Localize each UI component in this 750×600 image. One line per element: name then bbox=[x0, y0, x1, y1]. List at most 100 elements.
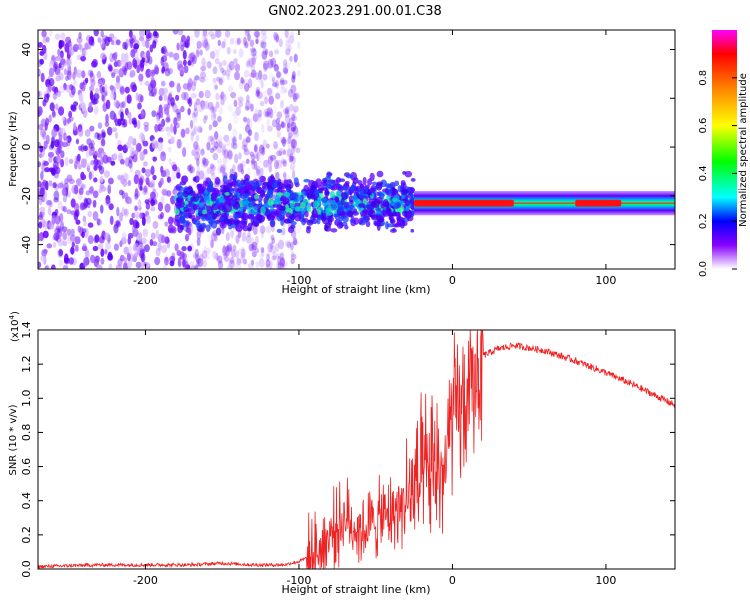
scatter-dot bbox=[97, 147, 104, 154]
scatter-dot bbox=[290, 144, 296, 155]
scatter-dot bbox=[38, 180, 42, 188]
scatter-dot bbox=[283, 263, 288, 269]
band-blob bbox=[307, 207, 312, 213]
scatter-dot bbox=[89, 125, 95, 132]
scatter-dot bbox=[267, 125, 273, 132]
scatter-dot bbox=[114, 131, 119, 140]
scatter-dot bbox=[61, 226, 68, 233]
scatter-dot bbox=[68, 47, 74, 56]
scatter-dot bbox=[81, 174, 87, 181]
scatter-dot bbox=[203, 61, 210, 68]
band-blob bbox=[269, 210, 276, 220]
scatter-dot bbox=[73, 122, 77, 131]
scatter-dot bbox=[117, 258, 123, 267]
scatter-dot bbox=[59, 212, 64, 222]
scatter-dot bbox=[245, 234, 252, 244]
scatter-dot bbox=[41, 44, 47, 54]
scatter-dot bbox=[249, 151, 255, 157]
scatter-dot bbox=[209, 163, 215, 170]
scatter-dot bbox=[191, 51, 195, 58]
scatter-dot bbox=[265, 48, 269, 55]
scatter-dot bbox=[238, 80, 245, 90]
colorbar-ticks: 0.0 0.2 0.4 0.6 0.8 bbox=[698, 70, 737, 277]
scatter-dot bbox=[66, 58, 71, 67]
band-blob bbox=[392, 223, 399, 228]
scatter-dot bbox=[237, 248, 244, 255]
scatter-dot bbox=[80, 56, 87, 62]
scatter-dot bbox=[155, 248, 161, 257]
scatter-dot bbox=[226, 64, 232, 73]
band-blob bbox=[243, 220, 248, 228]
scatter-dot bbox=[93, 177, 98, 183]
scatter-dot bbox=[59, 58, 66, 65]
scatter-dot bbox=[47, 206, 52, 216]
band-blob bbox=[219, 221, 227, 229]
scatter-dot bbox=[250, 236, 255, 247]
scatter-dot bbox=[247, 58, 251, 66]
scatter-dot bbox=[101, 93, 106, 103]
scatter-dot bbox=[39, 58, 45, 65]
scatter-dot bbox=[220, 143, 226, 149]
scatter-dot bbox=[280, 157, 285, 165]
scatter-dot bbox=[267, 107, 273, 115]
band-blob bbox=[205, 224, 211, 233]
scatter-dot bbox=[76, 54, 82, 61]
scatter-dot bbox=[170, 97, 175, 106]
scatter-dot bbox=[188, 261, 195, 269]
scatter-dot bbox=[275, 117, 281, 125]
scatter-dot bbox=[45, 180, 49, 191]
scatter-dot bbox=[143, 185, 148, 193]
spectrogram-band bbox=[173, 170, 417, 236]
scatter-dot bbox=[210, 169, 215, 176]
scatter-dot bbox=[53, 61, 58, 69]
scatter-dot bbox=[77, 225, 81, 233]
band-blob bbox=[363, 209, 368, 214]
scatter-dot bbox=[119, 158, 125, 165]
scatter-dot bbox=[120, 175, 125, 185]
scatter-dot bbox=[253, 30, 260, 38]
scatter-dot bbox=[144, 199, 150, 205]
spectrogram-frame bbox=[37, 29, 676, 270]
scatter-dot bbox=[216, 144, 223, 154]
scatter-dot bbox=[101, 94, 105, 102]
scatter-dot bbox=[108, 65, 113, 72]
scatter-dot bbox=[212, 66, 218, 75]
scatter-dot bbox=[128, 135, 134, 144]
scatter-dot bbox=[66, 117, 71, 124]
x-tick-label: 0 bbox=[449, 274, 456, 287]
scatter-dot bbox=[285, 240, 291, 247]
scatter-dot bbox=[152, 174, 157, 181]
scatter-dot bbox=[232, 128, 238, 138]
scatter-dot bbox=[76, 178, 81, 187]
scatter-dot bbox=[72, 43, 79, 53]
scatter-dot bbox=[239, 163, 244, 170]
scatter-dot bbox=[269, 154, 274, 162]
scatter-dot bbox=[49, 30, 53, 37]
scatter-dot bbox=[152, 220, 159, 229]
band-blob bbox=[273, 198, 281, 205]
scatter-dot bbox=[80, 143, 85, 153]
scatter-dot bbox=[233, 99, 238, 108]
scatter-dot bbox=[207, 101, 214, 111]
scatter-dot bbox=[243, 78, 249, 84]
scatter-dot bbox=[232, 163, 236, 174]
scatter-dot bbox=[156, 110, 161, 116]
scatter-dot bbox=[70, 246, 75, 255]
scatter-dot bbox=[250, 159, 255, 166]
scatter-dot bbox=[54, 55, 61, 62]
scatter-dot bbox=[68, 158, 74, 164]
scatter-dot bbox=[296, 70, 301, 77]
scatter-dot bbox=[163, 168, 170, 178]
scatter-dot bbox=[250, 259, 255, 266]
scatter-dot bbox=[192, 128, 196, 137]
y-tick-label: 0.4 bbox=[20, 492, 33, 510]
scatter-dot bbox=[157, 242, 162, 251]
band-blob bbox=[232, 178, 237, 187]
scatter-dot bbox=[119, 212, 123, 222]
scatter-dot bbox=[59, 52, 65, 60]
scatter-dot bbox=[170, 123, 174, 133]
scatter-dot bbox=[269, 241, 274, 250]
band-blob bbox=[334, 196, 340, 203]
scatter-dot bbox=[169, 80, 175, 88]
scatter-dot bbox=[105, 99, 111, 110]
